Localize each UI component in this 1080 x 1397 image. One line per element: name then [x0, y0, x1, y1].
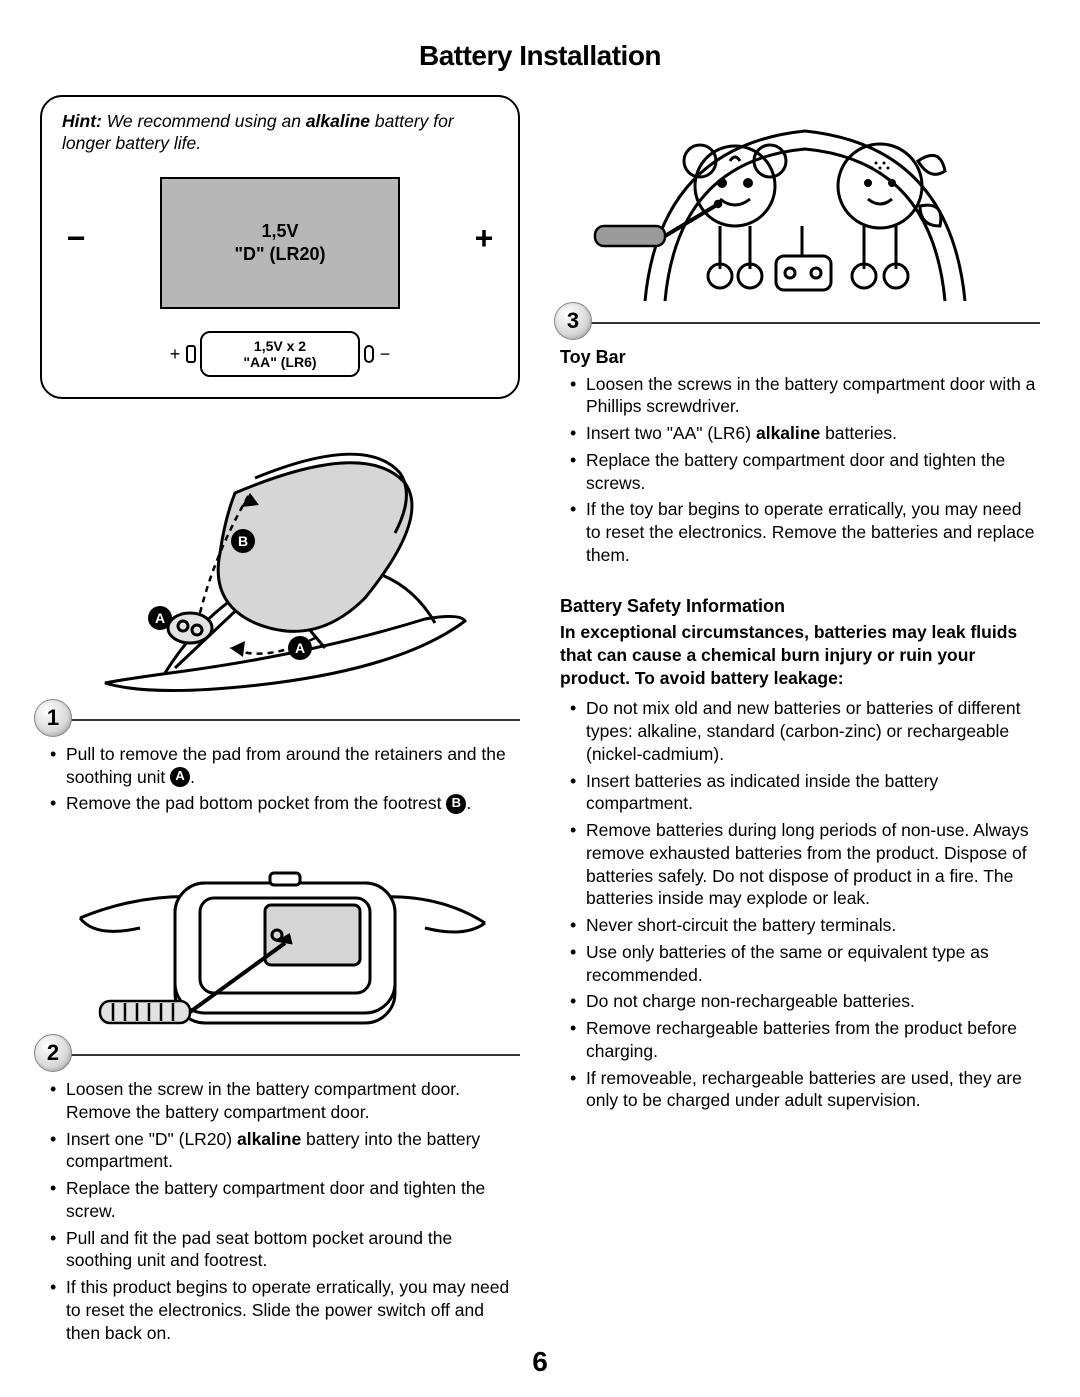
safety-instructions: Do not mix old and new batteries or batt…	[560, 697, 1040, 1112]
list-item: Insert one "D" (LR20) alkaline battery i…	[54, 1128, 520, 1174]
callout-b-icon: B	[446, 794, 466, 814]
hint-text: Hint: We recommend using an alkaline bat…	[62, 111, 498, 155]
soothing-unit-drawing-icon	[65, 843, 495, 1048]
hint-prefix: Hint:	[62, 111, 102, 131]
step-3-instructions: Loosen the screws in the battery compart…	[560, 373, 1040, 567]
figure-2: 2	[40, 843, 520, 1056]
battery-d-minus: −	[62, 218, 90, 258]
list-item: Never short-circuit the battery terminal…	[574, 914, 1040, 937]
text: .	[190, 767, 195, 787]
hint-body-before: We recommend using an	[102, 111, 306, 131]
battery-d-line1: 1,5V	[261, 220, 298, 243]
text: .	[466, 793, 471, 813]
list-item: If this product begins to operate errati…	[54, 1276, 520, 1344]
callout-a-icon: A	[170, 767, 190, 787]
list-item: If removeable, rechargeable batteries ar…	[574, 1067, 1040, 1113]
figure-1: A A B 1	[40, 423, 520, 721]
list-item: Remove the pad bottom pocket from the fo…	[54, 792, 520, 815]
text: Pull to remove the pad from around the r…	[66, 744, 506, 787]
bouncer-drawing-icon: A A B	[65, 423, 495, 713]
step-3-badge: 3	[554, 302, 592, 340]
hint-box: Hint: We recommend using an alkaline bat…	[40, 95, 520, 399]
hint-bold: alkaline	[306, 111, 370, 131]
toybar-heading: Toy Bar	[560, 346, 1040, 369]
battery-aa-icon: 1,5V x 2 "AA" (LR6)	[200, 331, 360, 377]
list-item: Use only batteries of the same or equiva…	[574, 941, 1040, 987]
figure-3: 3	[560, 91, 1040, 324]
list-item: Do not charge non-rechargeable batteries…	[574, 990, 1040, 1013]
list-item: Insert batteries as indicated inside the…	[574, 770, 1040, 816]
battery-aa-row: + 1,5V x 2 "AA" (LR6) −	[62, 331, 498, 377]
battery-d-line2: "D" (LR20)	[234, 243, 325, 266]
step-2-instructions: Loosen the screw in the battery compartm…	[40, 1078, 520, 1344]
svg-text:B: B	[238, 533, 248, 549]
battery-aa-line1: 1,5V x 2	[254, 338, 306, 354]
page-number: 6	[532, 1344, 548, 1379]
step-2-badge: 2	[34, 1034, 72, 1072]
list-item: Pull to remove the pad from around the r…	[54, 743, 520, 789]
toybar-drawing-icon	[580, 91, 1020, 316]
list-item: Remove rechargeable batteries from the p…	[574, 1017, 1040, 1063]
list-item: Loosen the screws in the battery compart…	[574, 373, 1040, 419]
svg-text:A: A	[295, 640, 305, 656]
list-item: Do not mix old and new batteries or batt…	[574, 697, 1040, 765]
battery-aa-tip-right	[364, 345, 374, 363]
list-item: Pull and fit the pad seat bottom pocket …	[54, 1227, 520, 1273]
battery-aa-line2: "AA" (LR6)	[243, 354, 316, 370]
page-title: Battery Installation	[40, 38, 1040, 73]
list-item: Loosen the screw in the battery compartm…	[54, 1078, 520, 1124]
left-column: Hint: We recommend using an alkaline bat…	[40, 95, 520, 1372]
text: Remove the pad bottom pocket from the fo…	[66, 793, 446, 813]
list-item: Insert two "AA" (LR6) alkaline batteries…	[574, 422, 1040, 445]
step-1-instructions: Pull to remove the pad from around the r…	[40, 743, 520, 815]
battery-aa-tip-left	[186, 345, 196, 363]
step-1-badge: 1	[34, 699, 72, 737]
safety-block: Battery Safety Information In exceptiona…	[560, 595, 1040, 1113]
list-item: Replace the battery compartment door and…	[54, 1177, 520, 1223]
list-item: Replace the battery compartment door and…	[574, 449, 1040, 495]
battery-aa-plus: +	[168, 343, 182, 366]
svg-text:A: A	[155, 610, 165, 626]
list-item: Remove batteries during long periods of …	[574, 819, 1040, 910]
right-column: 3 Toy Bar Loosen the screws in the batte…	[560, 95, 1040, 1372]
safety-intro: In exceptional circumstances, batteries …	[560, 621, 1040, 689]
battery-d-plus: +	[470, 218, 498, 258]
battery-aa-minus: −	[378, 343, 392, 366]
battery-d-icon: 1,5V "D" (LR20)	[160, 177, 400, 309]
safety-heading: Battery Safety Information	[560, 595, 1040, 618]
battery-d-row: − 1,5V "D" (LR20) +	[62, 167, 498, 309]
list-item: If the toy bar begins to operate erratic…	[574, 498, 1040, 566]
